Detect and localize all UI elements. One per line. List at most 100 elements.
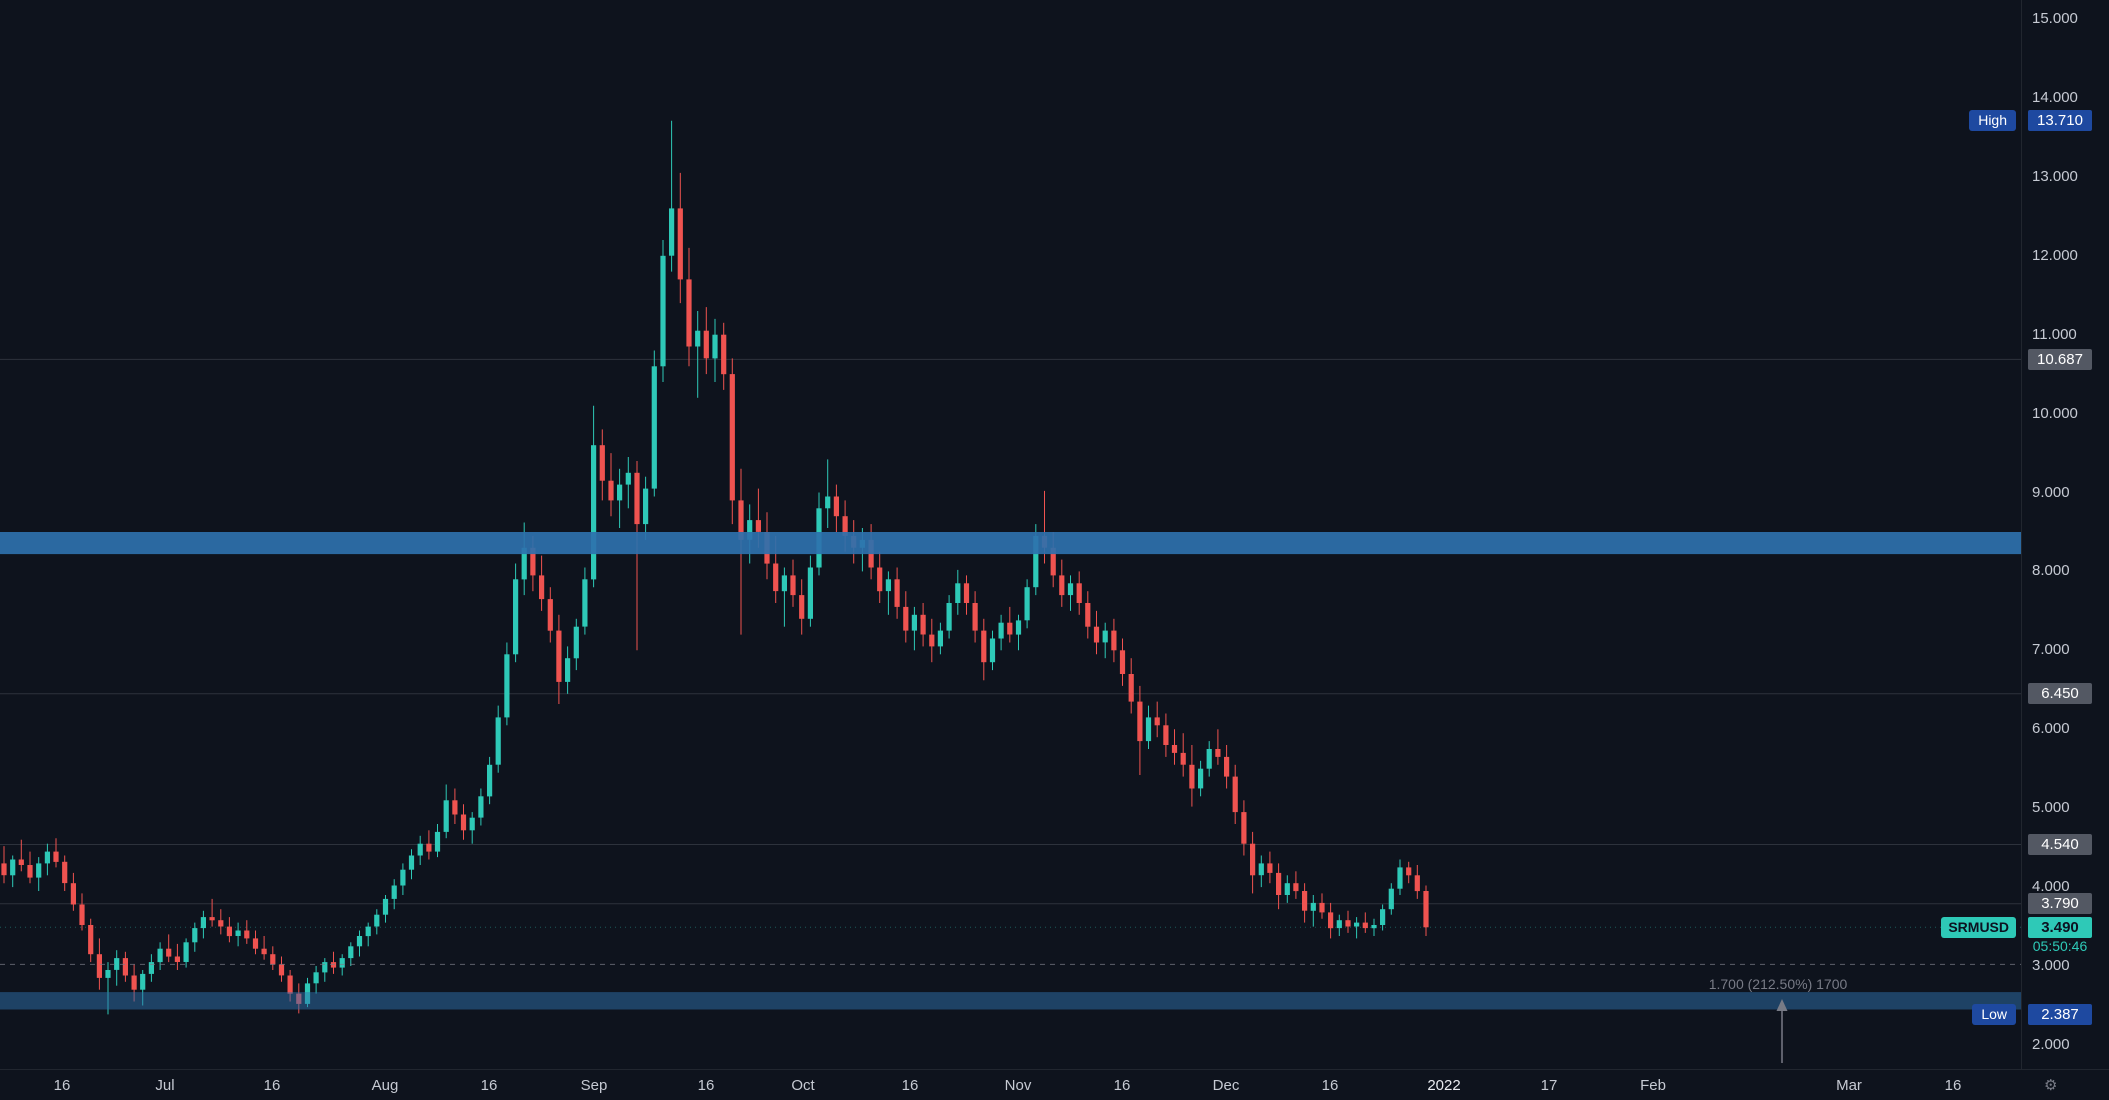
candle-body [1189, 764, 1195, 789]
candle-body [374, 914, 380, 927]
candle-body [1241, 812, 1247, 844]
candle-body [105, 970, 111, 978]
candle-body [1215, 749, 1221, 757]
time-axis-label: Feb [1640, 1077, 1666, 1094]
candle-body [408, 855, 415, 870]
candle-body [911, 614, 917, 631]
price-axis-label: 8.000 [2032, 562, 2070, 579]
candle-body [166, 948, 172, 957]
candle-body [591, 445, 597, 580]
support-resistance-zone[interactable] [0, 992, 2021, 1010]
time-axis-label: 16 [901, 1077, 919, 1094]
price-axis-label: 13.000 [2032, 168, 2078, 185]
support-resistance-zone[interactable] [0, 532, 2021, 555]
candle-body [998, 622, 1004, 639]
candle-body [1206, 749, 1212, 769]
candle-body [452, 800, 458, 815]
price-axis-label: 15.000 [2032, 10, 2078, 27]
candle-body [235, 930, 241, 936]
price-line-badge: 3.790 [2028, 893, 2092, 914]
candle-body [504, 654, 510, 718]
candle-body [513, 579, 519, 655]
time-axis-label: Mar [1836, 1077, 1862, 1094]
candle-body [1154, 717, 1160, 726]
candle-body [1224, 756, 1230, 777]
candle-body [1076, 583, 1082, 603]
candle-body [313, 972, 319, 984]
candle-body [877, 567, 883, 592]
price-axis-label: 4.000 [2032, 878, 2070, 895]
candle-body [781, 575, 787, 592]
candle-body [495, 717, 501, 765]
measure-label[interactable]: 1.700 (212.50%) 1700 [1708, 976, 1848, 992]
time-axis-label: Nov [1004, 1077, 1032, 1094]
measure-arrow[interactable] [1776, 999, 1788, 1063]
time-axis-label: 2022 [1427, 1077, 1461, 1094]
price-axis-label: 7.000 [2032, 641, 2070, 658]
candle-body [677, 208, 683, 280]
candle-body [1371, 925, 1377, 929]
candle-body [617, 484, 623, 501]
candle-body [1067, 583, 1074, 596]
time-axis[interactable]: 16 Jul 16 Aug 16 Sep 16 Oct 16 Nov 16 Dec 16 2022 17 Fe… [0, 1069, 2109, 1100]
candle-body [1267, 863, 1273, 873]
candle-body [400, 869, 406, 886]
candle-body [1293, 883, 1299, 892]
candle-body [894, 579, 900, 607]
candle-body [122, 958, 128, 976]
candle-body [1276, 872, 1282, 895]
candle-body [88, 925, 94, 955]
price-axis[interactable]: 15.000 14.000 13.000 12.000 11.000 10.000 9.00… [2021, 0, 2109, 1069]
candle-body [842, 516, 848, 536]
price-line-badge: 4.540 [2028, 834, 2092, 855]
chart-pane[interactable] [0, 0, 2021, 1069]
candle-body [270, 954, 276, 965]
candle-body [1250, 843, 1256, 876]
candle-body [1128, 674, 1134, 702]
price-line-badge: 6.450 [2028, 683, 2092, 704]
candle-body [382, 898, 389, 915]
candle-body [218, 920, 224, 927]
candle-body [1232, 776, 1238, 813]
candle-body [807, 567, 813, 619]
candle-body [721, 334, 727, 375]
time-axis-label: 16 [263, 1077, 281, 1094]
candle-body [530, 547, 536, 576]
candle-body [1345, 920, 1351, 927]
candle-body [426, 843, 432, 852]
candle-body [1328, 912, 1334, 929]
candle-body [885, 579, 891, 592]
candle-body [599, 445, 605, 481]
candle-body [70, 883, 76, 905]
candle-body [1119, 650, 1126, 674]
gear-icon[interactable]: ⚙ [2044, 1077, 2058, 1094]
time-axis-label: Jul [155, 1077, 175, 1094]
candle-body [96, 954, 102, 978]
candle-body [1015, 620, 1022, 635]
candle-body [833, 496, 839, 517]
candle-body [920, 614, 926, 635]
candle-body [1397, 867, 1403, 889]
candle-body [27, 865, 33, 878]
candle-body [729, 374, 735, 501]
candle-body [1180, 752, 1186, 765]
candle-body [226, 926, 232, 937]
candle-body [1007, 622, 1013, 635]
candle-body [10, 859, 16, 876]
candle-body [62, 861, 68, 884]
time-axis-label: Aug [371, 1077, 399, 1094]
time-axis-label: 16 [480, 1077, 498, 1094]
candle-body [244, 930, 250, 939]
candle-body [183, 942, 189, 962]
candle-body [287, 975, 293, 994]
candle-body [1423, 891, 1429, 928]
low-price-flag: Low [1972, 1004, 2016, 1025]
symbol-price-flag: SRMUSD [1941, 917, 2016, 938]
candle-body [322, 962, 328, 973]
candle-body [1137, 701, 1143, 742]
candle-body [773, 563, 779, 592]
candle-body [790, 575, 796, 596]
time-axis-label: 16 [53, 1077, 71, 1094]
candle-body [261, 948, 267, 955]
candle-body [443, 800, 449, 832]
